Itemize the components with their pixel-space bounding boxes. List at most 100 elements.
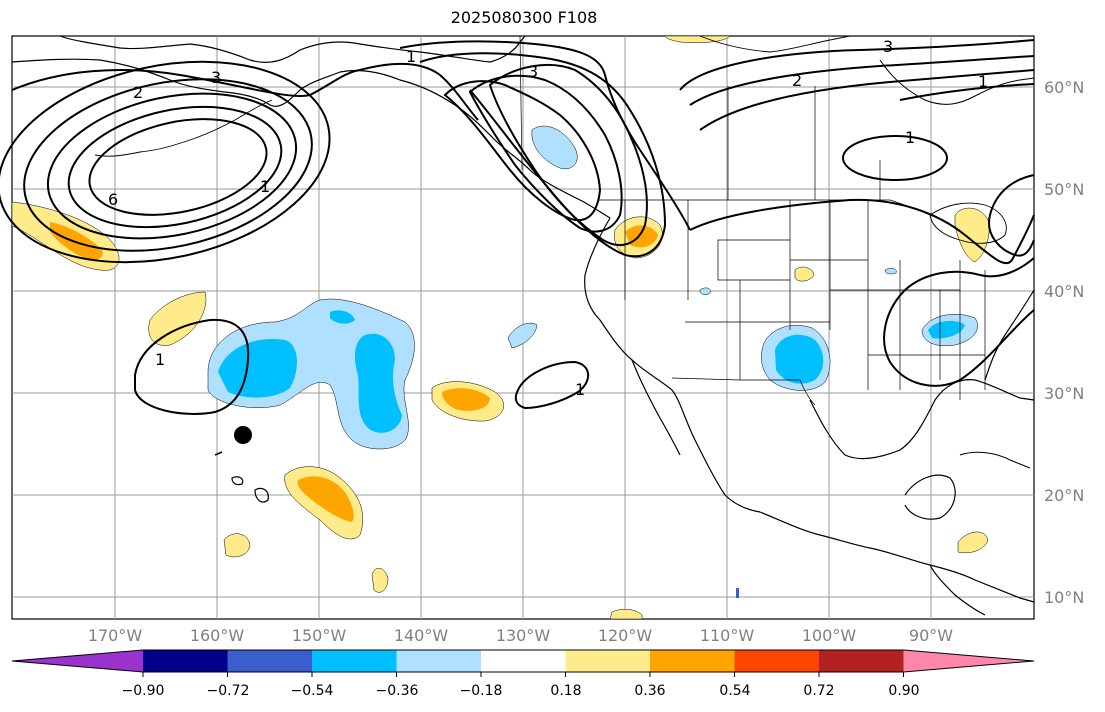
contour-west-4	[46, 92, 298, 240]
colorbar-segment	[819, 650, 904, 672]
contour-low-1a	[134, 318, 250, 415]
contour-label: 1	[978, 72, 988, 91]
colorbar-tick-label: 0.36	[634, 683, 666, 699]
warm-core-3	[297, 476, 354, 522]
contour-se-2	[988, 174, 1035, 257]
contour-label: 6	[108, 190, 118, 209]
contour-east-d	[419, 52, 667, 258]
contour-north-2	[699, 69, 1035, 131]
longitude-label: 90°W	[908, 626, 954, 645]
contour-low-1b	[514, 360, 590, 410]
latitude-label: 10°N	[1044, 588, 1085, 607]
longitude-label: 120°W	[597, 626, 653, 645]
contour-trough-2	[689, 198, 1035, 265]
colorbar-tick-label: 0.18	[550, 683, 582, 699]
warm-anomaly-10	[957, 531, 989, 554]
colorbar-segment	[227, 650, 313, 672]
latitude-label: 40°N	[1044, 282, 1085, 301]
contour-east-c	[488, 64, 648, 246]
colorbar-segment	[650, 650, 735, 672]
graticule	[12, 36, 1034, 619]
colorbar	[11, 649, 1035, 677]
yucatan	[904, 474, 956, 520]
colorbar-tick-label: 0.54	[719, 683, 751, 699]
warm-core-2	[442, 388, 490, 411]
warm-anomaly-6	[609, 609, 643, 620]
warm-anomaly-5	[371, 568, 389, 593]
hudson-bay	[879, 59, 1035, 105]
contour-west-6	[88, 118, 268, 216]
contour-east-e	[399, 40, 691, 231]
colorbar-segment	[481, 650, 566, 672]
colorbar-tick-label: 0.72	[803, 683, 835, 699]
cool-anomaly-small-2	[884, 268, 897, 275]
warm-core-west	[50, 222, 103, 260]
longitude-label: 130°W	[495, 626, 551, 645]
contour-west-1	[11, 69, 361, 97]
warm-anomaly-1	[148, 291, 207, 346]
contours	[0, 39, 1035, 415]
state-lines	[624, 200, 986, 400]
latitude-label: 60°N	[1044, 78, 1085, 97]
contour-north-4	[679, 39, 1035, 91]
contour-ridge-1	[359, 62, 479, 121]
contour-label: 3	[883, 37, 893, 56]
contour-se-1	[883, 257, 1035, 387]
contour-east-b	[468, 74, 623, 233]
anomaly-shading	[11, 35, 990, 620]
contour-label: 3	[528, 62, 538, 81]
hawaii-2	[231, 476, 244, 486]
contour-label: 1	[155, 350, 165, 369]
colorbar-tick-label: −0.54	[290, 683, 334, 699]
longitude-label: 110°W	[699, 626, 755, 645]
contour-label-group: 2 3 1 3 2 3 1 1 1 6 1 1	[108, 37, 988, 399]
colorbar-tick-label: −0.36	[375, 683, 419, 699]
contour-west-3	[23, 78, 313, 252]
east-coast	[984, 289, 1035, 381]
colorbar-tick-label: 0.90	[888, 683, 920, 699]
colorbar-tick-label: −0.18	[459, 683, 503, 699]
contour-north-2b	[842, 135, 948, 181]
warm-anomaly-4	[223, 533, 251, 558]
latitude-label: 20°N	[1044, 486, 1085, 505]
cool-core-main-3	[330, 310, 355, 324]
alaska-north	[59, 35, 526, 63]
map-title: 2025080300 F108	[450, 8, 598, 27]
contour-label: 1	[406, 47, 416, 66]
contour-label: 1	[905, 128, 915, 147]
mexico-coast	[759, 511, 1035, 603]
colorbar-tick-label: −0.90	[121, 683, 165, 699]
hawaii-1	[214, 451, 223, 456]
contour-east-a	[443, 80, 602, 222]
warm-anomaly-8	[794, 266, 815, 282]
contour-label: 1	[575, 380, 585, 399]
baja	[631, 359, 681, 456]
west-coast	[584, 217, 761, 513]
cool-core-se	[928, 320, 965, 339]
great-lakes	[929, 202, 1007, 244]
gulf-coast	[809, 379, 1035, 460]
cool-core-sw	[775, 334, 824, 384]
latitude-label: 30°N	[1044, 384, 1085, 403]
colorbar-extend-min	[12, 650, 143, 672]
contour-label: 2	[133, 83, 143, 102]
hawaii-3	[254, 487, 269, 503]
contour-west-5	[67, 105, 283, 229]
contour-label: 1	[260, 177, 270, 196]
cool-anomaly-small	[699, 287, 711, 295]
colorbar-segment	[734, 650, 820, 672]
colorbar-segment	[312, 650, 397, 672]
colorbar-segment	[396, 650, 482, 672]
colorbar-segment	[565, 650, 651, 672]
coastlines	[11, 35, 1035, 616]
longitude-label: 160°W	[189, 626, 245, 645]
cool-core-main-1	[218, 338, 297, 398]
cool-anomaly-ocean	[507, 322, 538, 349]
cool-anomaly-bc	[531, 125, 578, 170]
location-marker	[234, 426, 252, 444]
central-america	[929, 564, 986, 616]
colorbar-extend-max	[903, 650, 1034, 672]
latitude-label: 50°N	[1044, 180, 1085, 199]
us-mexico-border	[671, 377, 816, 406]
